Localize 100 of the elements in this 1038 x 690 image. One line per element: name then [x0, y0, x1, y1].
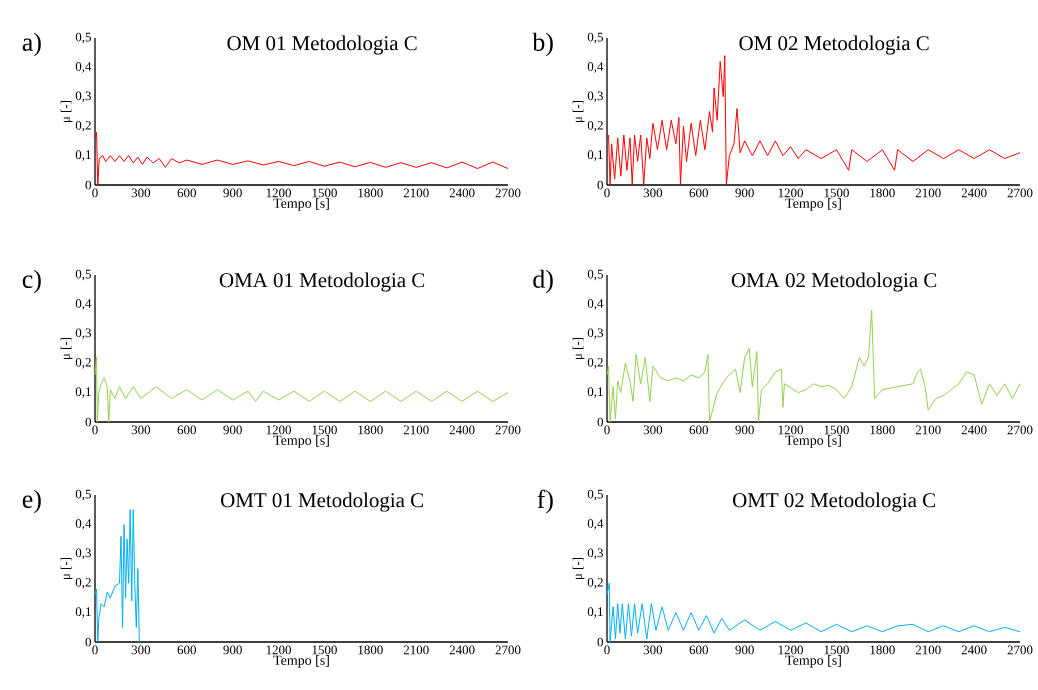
y-tick-label: 0,4: [75, 519, 92, 530]
y-tick-label: 0,2: [587, 120, 603, 132]
x-tick-label: 1500: [824, 645, 849, 655]
x-tick-label: 900: [223, 645, 242, 655]
x-tick-label: 1500: [824, 188, 849, 198]
y-tick-label: 0,5: [75, 269, 91, 281]
y-tick-label: 0: [597, 180, 603, 190]
y-tick-label: 0,3: [587, 91, 603, 103]
y-axis-title: μ [-]: [60, 100, 73, 123]
y-tick-label: 0,4: [587, 299, 604, 310]
x-tick-label: 2400: [961, 425, 987, 435]
x-tick-label: 1500: [312, 188, 337, 198]
x-tick-label: 900: [735, 645, 754, 655]
text: b): [532, 32, 553, 57]
y-tick-label: 0: [85, 637, 91, 647]
y-tick-label: 0,3: [75, 91, 91, 103]
y-tick-label: 0,2: [587, 577, 603, 589]
x-tick-label: 2400: [961, 188, 987, 198]
x-tick-label: 2400: [449, 645, 475, 655]
x-tick-label: 600: [177, 645, 196, 655]
text: e): [22, 489, 41, 514]
x-tick-label: 1800: [358, 425, 383, 435]
y-tick-label: 0,1: [75, 150, 91, 161]
x-tick-label: 300: [643, 188, 663, 198]
y-tick-label: 0,5: [75, 489, 91, 501]
text: c): [22, 269, 41, 294]
x-tick-label: 2700: [495, 645, 521, 655]
x-axis-title: Tempo [s]: [785, 655, 841, 668]
x-tick-label: 1500: [312, 645, 337, 655]
x-tick-label: 2700: [495, 425, 521, 435]
y-tick-label: 0,2: [75, 577, 91, 589]
x-tick-label: 600: [177, 425, 196, 435]
x-tick-label: 2400: [961, 645, 987, 655]
x-tick-label: 300: [131, 188, 151, 198]
x-tick-label: 1800: [870, 188, 895, 198]
x-tick-label: 2400: [449, 425, 475, 435]
y-tick-label: 0: [597, 417, 603, 427]
y-tick-label: 0,3: [587, 328, 603, 340]
y-tick-label: 0: [597, 637, 603, 647]
x-tick-label: 1800: [870, 425, 895, 435]
x-tick-label: 1200: [266, 188, 292, 198]
chart-title: OMT 02 Metodologia C: [733, 492, 935, 512]
y-tick-label: 0,3: [75, 328, 91, 340]
x-tick-label: 900: [223, 188, 242, 198]
x-axis-title: Tempo [s]: [273, 655, 329, 668]
x-tick-label: 2100: [915, 425, 941, 435]
x-tick-label: 1800: [358, 188, 383, 198]
y-tick-label: 0,4: [587, 519, 604, 530]
x-tick-label: 600: [689, 645, 709, 655]
x-tick-label: 2100: [403, 425, 429, 435]
x-tick-label: 300: [131, 645, 151, 655]
y-tick-label: 0,1: [75, 387, 91, 398]
x-tick-label: 600: [689, 188, 709, 198]
x-tick-label: 600: [689, 425, 709, 435]
y-tick-label: 0,1: [587, 150, 603, 161]
y-axis-title: μ [-]: [60, 557, 73, 580]
y-tick-label: 0: [85, 180, 91, 190]
x-tick-label: 2700: [495, 188, 521, 198]
y-tick-label: 0,4: [587, 62, 604, 73]
y-tick-label: 0,5: [587, 32, 603, 44]
x-tick-label: 300: [131, 425, 151, 435]
y-tick-label: 0,1: [587, 607, 603, 618]
text: a): [22, 32, 41, 57]
x-axis-title: Tempo [s]: [785, 198, 841, 211]
y-axis-title: μ [-]: [572, 100, 585, 123]
x-tick-label: 900: [735, 425, 754, 435]
y-tick-label: 0,2: [75, 120, 91, 132]
chart-title: OMA 01 Metodologia C: [219, 272, 425, 292]
text: d): [533, 269, 553, 294]
y-tick-label: 0: [85, 417, 91, 427]
x-tick-label: 1200: [778, 645, 804, 655]
x-tick-label: 1500: [824, 425, 849, 435]
x-tick-label: 2700: [1007, 425, 1033, 435]
y-tick-label: 0,4: [75, 299, 92, 310]
y-axis-title: μ [-]: [60, 337, 73, 360]
x-tick-label: 2100: [915, 645, 941, 655]
y-tick-label: 0,5: [75, 32, 91, 44]
y-tick-label: 0,5: [587, 489, 603, 501]
chart-title: OMT 01 Metodologia C: [221, 492, 423, 512]
y-tick-label: 0,2: [75, 357, 91, 369]
chart-title: OM 02 Metodologia C: [739, 35, 929, 55]
y-tick-label: 0,5: [587, 269, 603, 281]
x-tick-label: 1800: [358, 645, 383, 655]
y-tick-label: 0,3: [75, 548, 91, 560]
x-tick-label: 300: [643, 425, 663, 435]
x-tick-label: 1200: [778, 188, 804, 198]
x-tick-label: 2100: [403, 188, 429, 198]
y-tick-label: 0,1: [75, 607, 91, 618]
y-tick-label: 0,4: [75, 62, 92, 73]
x-axis-title: Tempo [s]: [785, 435, 841, 448]
x-tick-label: 900: [735, 188, 754, 198]
x-tick-label: 2700: [1007, 188, 1033, 198]
x-tick-label: 1200: [266, 425, 292, 435]
line-series: [94, 509, 140, 643]
x-tick-label: 600: [177, 188, 196, 198]
x-axis-title: Tempo [s]: [273, 435, 329, 448]
y-tick-label: 0,1: [587, 387, 603, 398]
text: f): [537, 489, 553, 514]
chart-title: OMA 02 Metodologia C: [731, 272, 937, 292]
x-axis-title: Tempo [s]: [273, 198, 329, 211]
